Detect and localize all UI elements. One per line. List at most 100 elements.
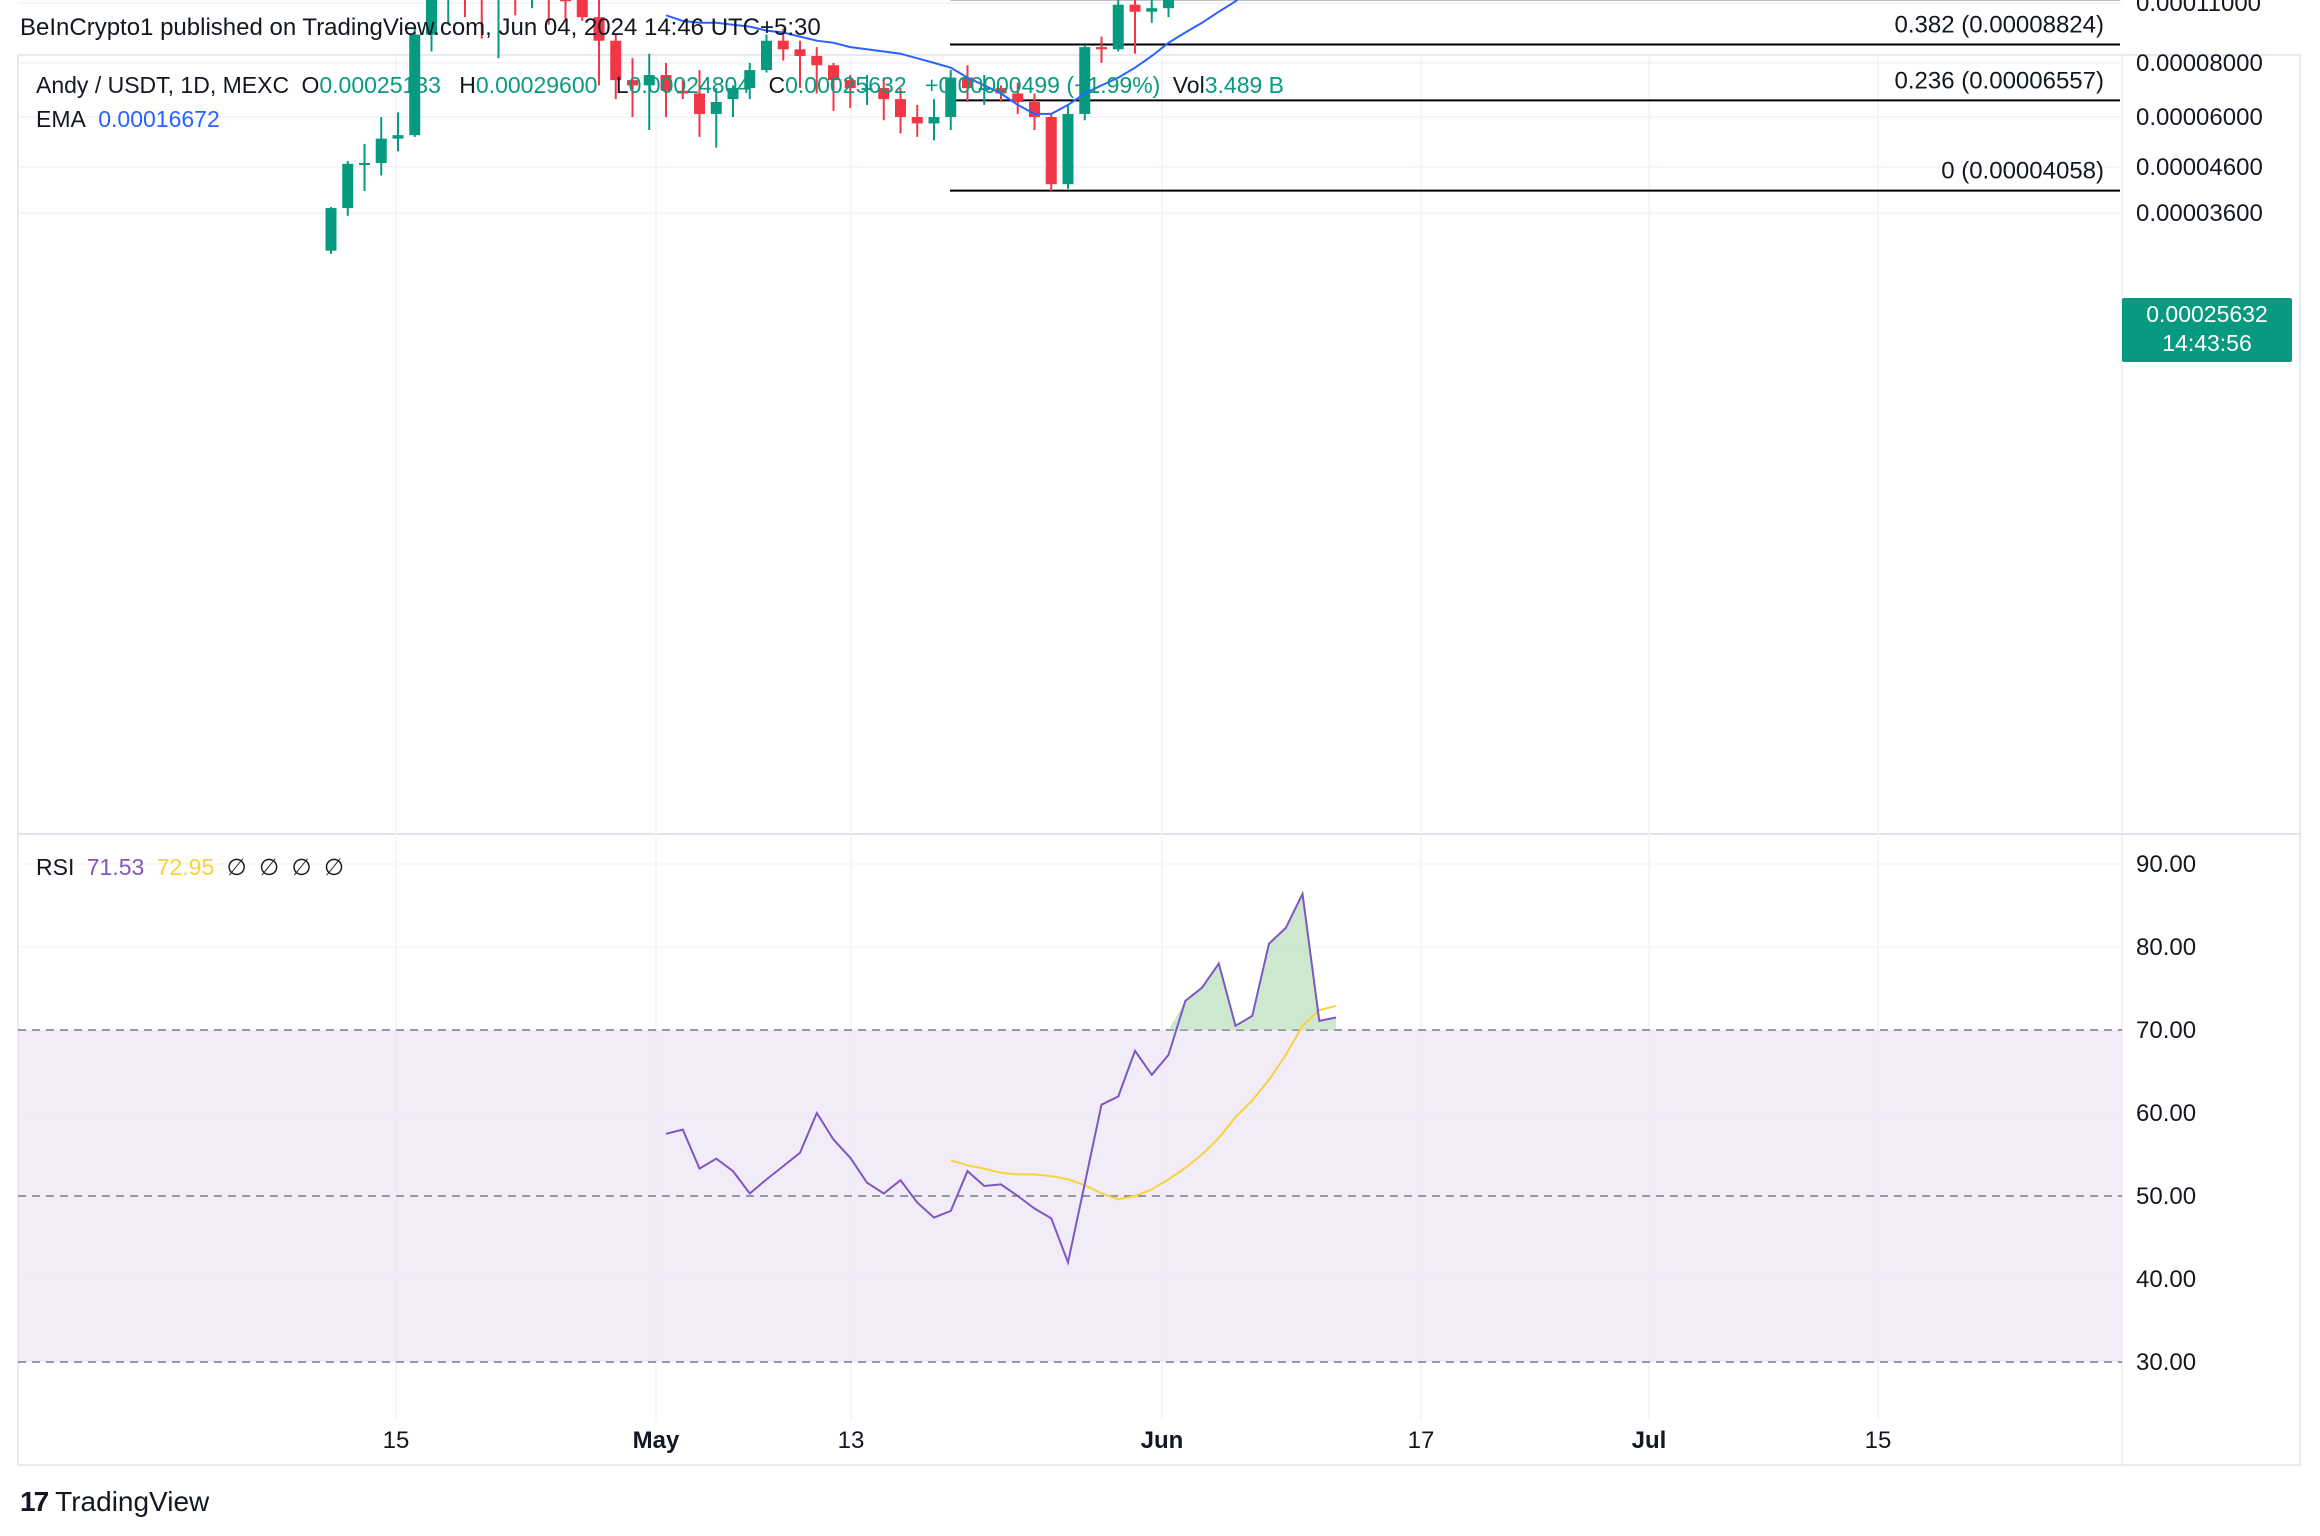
- candle-body: [1012, 93, 1024, 102]
- candle-body: [962, 77, 973, 89]
- date-tick-label: Jul: [1632, 1427, 1667, 1454]
- candle-body: [627, 80, 638, 86]
- candle-body: [811, 55, 823, 66]
- ema-legend: EMA 0.00016672: [36, 106, 226, 133]
- date-tick-label: 15: [383, 1427, 410, 1454]
- empty-marker: ∅: [323, 854, 344, 880]
- candle-body: [392, 135, 404, 139]
- volume-label: Vol: [1172, 72, 1205, 98]
- ema-value: 0.00016672: [98, 106, 220, 132]
- candle-body: [1146, 8, 1158, 12]
- candle-body: [844, 80, 856, 89]
- bar-countdown: 14:43:56: [2162, 330, 2252, 356]
- candle-body: [828, 65, 839, 81]
- price-tick-label: 0.00003600: [2136, 200, 2263, 227]
- candle-body: [1079, 47, 1091, 114]
- candle-body: [710, 101, 722, 114]
- candle-body: [861, 88, 873, 91]
- candle-body: [576, 0, 588, 18]
- candle-body: [660, 75, 672, 91]
- ema-line: [665, 0, 1239, 115]
- low-value: 0.00024804: [628, 72, 751, 98]
- ema-label[interactable]: EMA: [36, 106, 86, 132]
- rsi-label[interactable]: RSI: [36, 854, 75, 880]
- date-tick-label: Jun: [1141, 1427, 1184, 1454]
- empty-marker: ∅: [259, 854, 280, 880]
- price-tick-label: 0.00008000: [2136, 50, 2263, 77]
- rsi-ma-value: 72.95: [156, 854, 215, 880]
- rsi-tick-label: 30.00: [2136, 1349, 2196, 1376]
- candle-body: [895, 99, 906, 118]
- empty-marker: ∅: [291, 854, 312, 880]
- rsi-value: 71.53: [86, 854, 145, 880]
- high-label: H: [459, 72, 476, 98]
- candle-body: [677, 90, 689, 94]
- candle-body: [761, 40, 772, 71]
- fib-level-label: 0 (0.00004058): [1941, 158, 2104, 185]
- candle-body: [995, 88, 1007, 94]
- candle-body: [1096, 47, 1107, 50]
- candle-body: [777, 40, 789, 50]
- rsi-overbought-fill: [666, 893, 1336, 1030]
- candle-body: [325, 208, 337, 251]
- tradingview-brand: TradingView: [55, 1486, 210, 1517]
- candle-body: [694, 93, 705, 114]
- fib-level-label: 0.382 (0.00008824): [1894, 11, 2104, 38]
- candle-body: [560, 0, 571, 2]
- publisher-line: BeInCrypto1 published on TradingView.com…: [20, 14, 821, 41]
- candle-body: [593, 17, 605, 41]
- candle-body: [610, 40, 622, 81]
- candle-body: [409, 34, 421, 136]
- ohlc-legend: Andy / USDT, 1D, MEXC O0.00025133 H0.000…: [36, 72, 1296, 99]
- axis-labels: 0.000600000.000450000.000350000.00019000…: [383, 0, 2263, 1454]
- candle-body: [928, 117, 940, 124]
- fibonacci-levels: 1.272 (0.00053893)1 (0.00031000)0.786 (0…: [950, 0, 2120, 192]
- change-value: +0.00000499 (+1.99%): [925, 72, 1161, 98]
- chart-frame: [17, 54, 2301, 1466]
- candle-body: [1163, 0, 1174, 9]
- date-tick-label: 17: [1408, 1427, 1435, 1454]
- price-tick-label: 0.00011000: [2136, 0, 2261, 17]
- candle-body: [1112, 4, 1124, 50]
- price-tick-label: 0.00004600: [2136, 154, 2263, 181]
- candle-body: [1129, 4, 1141, 12]
- last-price-tag: 0.00025632 14:43:56: [2122, 298, 2292, 362]
- close-label: C: [768, 72, 786, 98]
- rsi-band-layer: [18, 1029, 2122, 1363]
- candle-body: [375, 138, 387, 164]
- rsi-tick-label: 80.00: [2136, 934, 2196, 961]
- rsi-tick-label: 40.00: [2136, 1266, 2196, 1293]
- rsi-tick-label: 90.00: [2136, 851, 2196, 878]
- last-price-value: 0.00025632: [2146, 301, 2268, 327]
- candle-body: [643, 75, 655, 86]
- candle-body: [727, 88, 739, 100]
- candle-body: [794, 49, 806, 56]
- fib-level-label: 0.236 (0.00006557): [1894, 67, 2104, 94]
- candle-body: [359, 163, 370, 166]
- high-value: 0.00029600: [475, 72, 598, 98]
- candle-body: [744, 70, 756, 89]
- empty-marker: ∅: [226, 854, 247, 880]
- ema-line-layer: [665, 0, 1239, 115]
- volume-value: 3.489 B: [1204, 72, 1285, 98]
- price-tick-label: 0.00006000: [2136, 104, 2263, 131]
- open-value: 0.00025133: [319, 72, 441, 98]
- date-tick-label: 13: [838, 1427, 865, 1454]
- rsi-ma-line: [950, 1004, 1337, 1201]
- rsi-legend: RSI 71.53 72.95 ∅ ∅ ∅ ∅: [36, 854, 350, 881]
- candle-body: [1062, 113, 1074, 185]
- candle-body: [878, 88, 890, 100]
- close-value: 0.00025632: [785, 72, 907, 98]
- rsi-line-layer: [665, 890, 1337, 1266]
- candle-body: [1029, 101, 1040, 118]
- rsi-tick-label: 60.00: [2136, 1100, 2196, 1127]
- candlestick-series: [325, 0, 1174, 254]
- tradingview-mark-icon: 17: [20, 1486, 49, 1517]
- candle-body: [978, 88, 990, 91]
- rsi-tick-label: 70.00: [2136, 1017, 2196, 1044]
- candle-body: [911, 117, 923, 124]
- open-label: O: [301, 72, 320, 98]
- symbol-label[interactable]: Andy / USDT, 1D, MEXC: [36, 72, 290, 98]
- tradingview-logo[interactable]: 17 TradingView: [20, 1486, 209, 1518]
- date-tick-label: 15: [1865, 1427, 1892, 1454]
